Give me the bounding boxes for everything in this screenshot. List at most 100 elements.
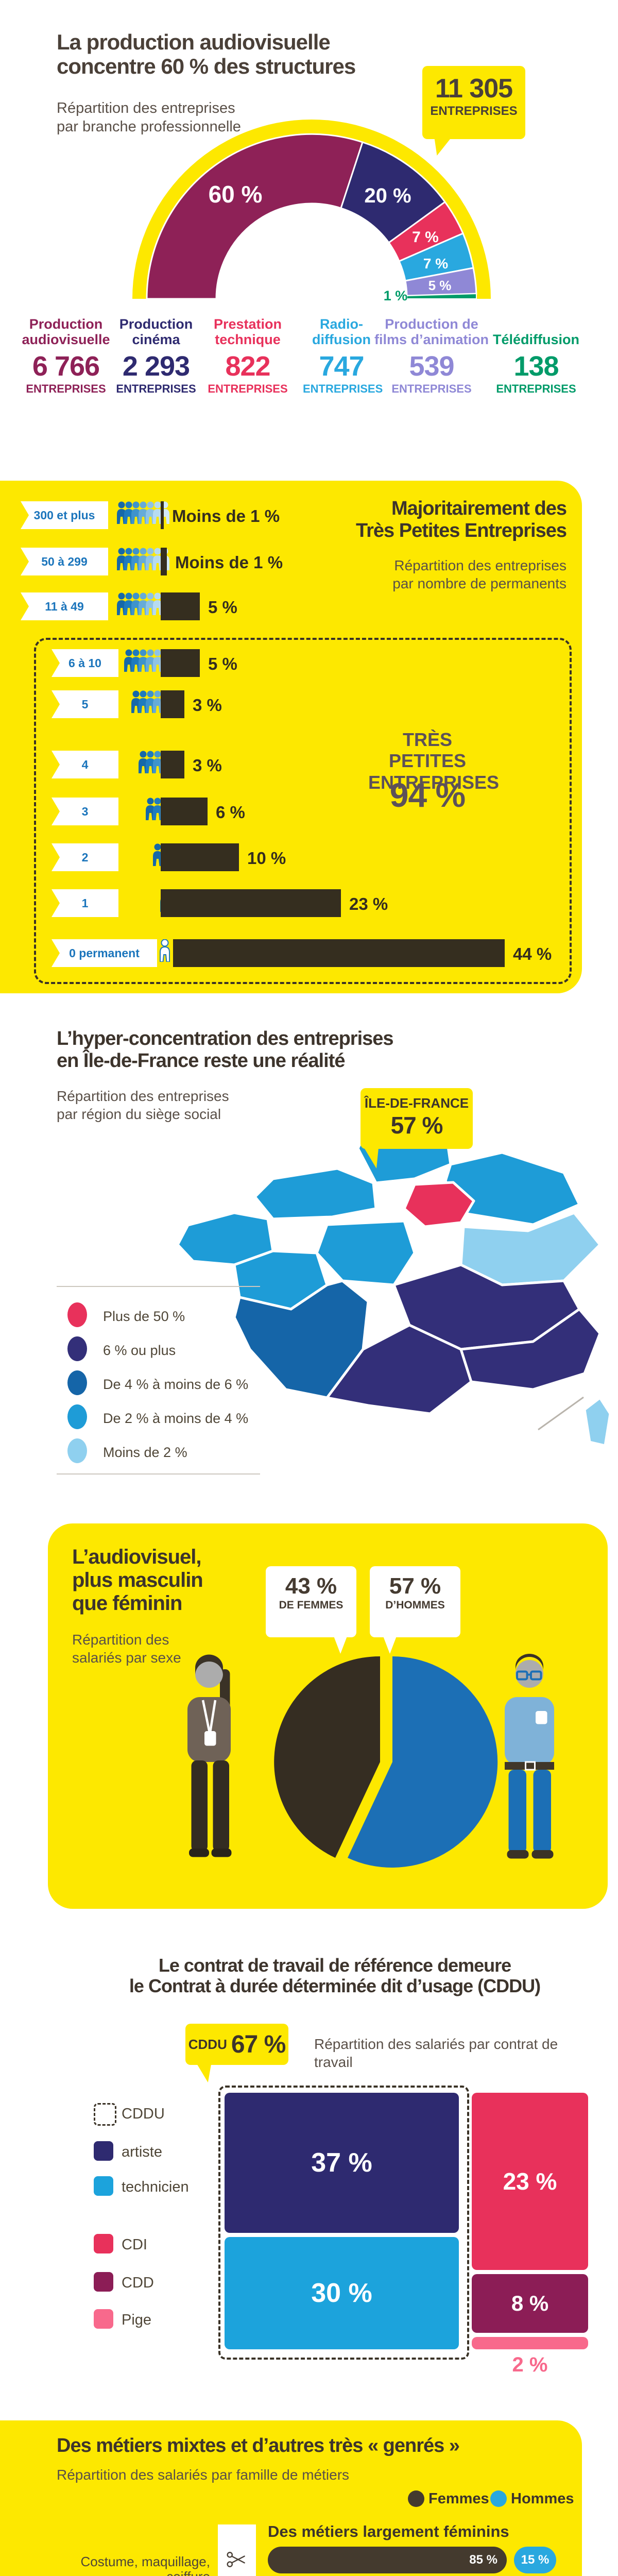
femmes-label: DE FEMMES	[279, 1599, 344, 1611]
map-title-line2: en Île-de-France reste une réalité	[57, 1049, 345, 1072]
map-legend-separator-bottom	[57, 1473, 260, 1475]
idf-callout-region: ÎLE-DE-FRANCE	[364, 1095, 469, 1111]
tpe-row-label: 11 à 49	[21, 592, 108, 620]
col3-unit: ENTREPRISES	[303, 382, 383, 395]
gender-pie-chart	[274, 1656, 498, 1868]
gender-subtitle: Répartition des salariés par sexe	[72, 1631, 237, 1667]
tpe-highlight-line1: TRÈS PETITES	[388, 729, 467, 772]
total-entreprises-label: ENTREPRISES	[430, 104, 518, 118]
col2-unit: ENTREPRISES	[208, 382, 288, 395]
bar-femmes-value: 85 %	[469, 2553, 497, 2567]
tpe-row1-pct: Moins de 1 %	[175, 553, 283, 572]
tpe-row7-label: 2	[81, 850, 89, 864]
col5-unit: ENTREPRISES	[496, 382, 576, 395]
gender-title-line3: que féminin	[72, 1591, 182, 1615]
bar-femmes: 85 %	[268, 2547, 507, 2573]
col5-count: 138	[513, 351, 559, 382]
legend-label-cddu: CDDU	[122, 2106, 165, 2122]
col2-count: 822	[225, 351, 270, 382]
section1-title: La production audiovisuelle concentre 60…	[57, 30, 386, 78]
tpe-row4-label: 5	[81, 697, 89, 711]
section1-subtitle: Répartition des entreprises par branche …	[57, 99, 278, 137]
tpe-row7-bar	[161, 843, 239, 871]
tpe-row8-pct: 23 %	[349, 894, 388, 913]
femmes-bubble-tail	[334, 1636, 347, 1654]
hommes-legend-label: Hommes	[511, 2490, 574, 2507]
tpe-row3-bar	[161, 649, 200, 677]
idf-callout-value: 57 %	[390, 1112, 443, 1139]
legend-dot-pink	[67, 1302, 87, 1327]
cddu-badge-label: CDDU	[188, 2036, 227, 2052]
tpe-row2-label: 11 à 49	[45, 599, 84, 613]
block-technicien-value: 30 %	[311, 2278, 372, 2308]
tpe-row2-bar	[161, 592, 200, 620]
legend-col-prestation-technique: Prestation technique 822 ENTREPRISES	[199, 313, 297, 396]
femmes-value: 43 %	[285, 1573, 337, 1599]
col1-count: 2 293	[122, 351, 190, 382]
col1-label1: Production	[119, 316, 193, 332]
corse-separator-line	[538, 1396, 584, 1431]
tpe-row9-pct: 44 %	[513, 944, 552, 963]
label-7b: 7 %	[423, 256, 448, 272]
tpe-row6-pct: 6 %	[216, 803, 245, 822]
legend-dot-navy	[67, 1336, 87, 1361]
legend-swatch-cdd	[94, 2272, 113, 2292]
legend-dot-cyan	[67, 1404, 87, 1429]
col3-label1: Radio-	[320, 316, 363, 332]
tpe-row-label: 0 permanent	[52, 939, 157, 967]
tpe-row5-pct: 3 %	[193, 756, 222, 775]
region-paca	[459, 1308, 602, 1391]
tpe-row-label: 6 à 10	[52, 649, 118, 677]
region-occitanie	[325, 1324, 473, 1415]
tpe-row0-pct: Moins de 1 %	[172, 506, 280, 526]
legend-dot-steelblue	[67, 1370, 87, 1395]
tpe-row2-pct: 5 %	[208, 598, 237, 617]
legend-col-films-animation: Production de films d’animation 539 ENTR…	[367, 313, 496, 396]
section1-title-line2: concentre 60 % des structures	[57, 54, 356, 79]
col5-label1: Télédiffusion	[493, 331, 579, 347]
tpe-row9-label: 0 permanent	[69, 946, 140, 960]
gender-title-line2: plus masculin	[72, 1568, 203, 1591]
block-cdi: 23 %	[472, 2093, 588, 2270]
tpe-row7-pct: 10 %	[247, 849, 286, 868]
map-legend-1: 6 % ou plus	[103, 1343, 176, 1358]
col2-label1: Prestation	[213, 316, 282, 332]
tpe-row-label: 50 à 299	[21, 548, 108, 575]
block-artiste: 37 %	[225, 2093, 459, 2233]
tpe-row5-bar	[161, 751, 184, 778]
hommes-bubble: 57 % D’HOMMES	[370, 1566, 460, 1637]
tpe-row0-label: 300 et plus	[33, 508, 95, 522]
hommes-legend-dot	[490, 2490, 507, 2507]
idf-callout: ÎLE-DE-FRANCE 57 %	[360, 1088, 473, 1149]
tpe-title-line2: Très Petites Entreprises	[356, 519, 567, 541]
tpe-row9-bar	[173, 939, 505, 967]
femmes-legend-dot	[408, 2490, 424, 2507]
map-subtitle: Répartition des entreprises par région d…	[57, 1087, 263, 1123]
tpe-row5-label: 4	[81, 757, 89, 771]
col0-count: 6 766	[32, 351, 100, 382]
legend-label-cdi: CDI	[122, 2236, 147, 2253]
block-cdi-value: 23 %	[503, 2168, 557, 2195]
col0-label2: audiovisuelle	[22, 331, 110, 347]
contracts-subtitle: Répartition des salariés par contrat de …	[314, 2036, 558, 2070]
tpe-row3-pct: 5 %	[208, 654, 237, 673]
legend-label-pige: Pige	[122, 2312, 152, 2328]
legend-col-production-cinema: Production cinéma 2 293 ENTREPRISES	[107, 313, 205, 396]
tpe-dashed-box	[34, 638, 572, 984]
map-title-line1: L’hyper-concentration des entreprises	[57, 1028, 394, 1049]
map-subtitle-line1: Répartition des entreprises	[57, 1088, 229, 1104]
woman-illustration	[187, 1654, 232, 1857]
label-7a: 7 %	[412, 229, 439, 246]
tpe-row8-label: 1	[81, 896, 89, 910]
block-pige-value: 2 %	[512, 2353, 548, 2376]
col0-label1: Production	[29, 316, 103, 332]
total-entreprises-bubble: 11 305 ENTREPRISES	[422, 66, 525, 139]
legend-swatch-cddu	[94, 2103, 116, 2126]
region-corse	[583, 1396, 612, 1447]
block-cdd: 8 %	[472, 2274, 588, 2333]
map-legend-separator-top	[57, 1286, 260, 1287]
map-subtitle-line2: par région du siège social	[57, 1106, 221, 1122]
legend-dot-lightblue	[67, 1438, 87, 1463]
person-outline-icon	[159, 939, 171, 962]
block-artiste-value: 37 %	[311, 2148, 372, 2178]
